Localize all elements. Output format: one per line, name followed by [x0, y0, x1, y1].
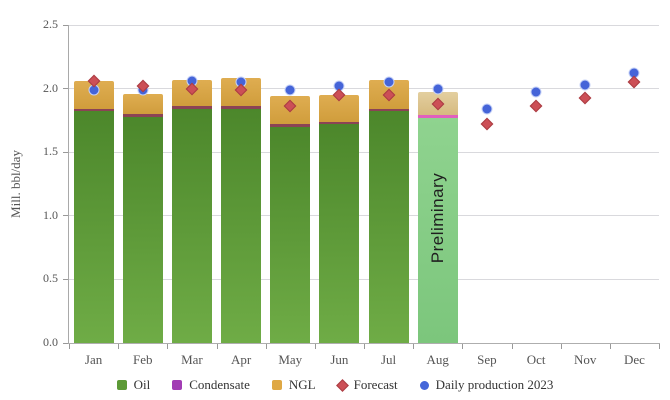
x-axis-tick	[216, 344, 218, 349]
bar-condensate-jan[interactable]	[73, 108, 114, 112]
y-axis-tick	[63, 215, 69, 217]
x-axis-tick-label: May	[278, 352, 303, 367]
x-axis-tick	[609, 344, 611, 349]
y-axis-tick	[63, 151, 69, 153]
bar-condensate-feb[interactable]	[122, 114, 163, 117]
gridline	[69, 215, 659, 217]
marker-daily-production-oct[interactable]	[530, 86, 542, 98]
preliminary-label: Preliminary	[427, 172, 447, 263]
x-axis-tick-label: Dec	[623, 352, 645, 367]
x-axis-tick	[118, 344, 120, 349]
marker-forecast-sep[interactable]	[480, 117, 494, 131]
x-axis-tick-label: Oct	[526, 352, 546, 367]
y-axis-line	[68, 25, 69, 344]
x-axis-tick	[69, 344, 70, 349]
marker-forecast-dec[interactable]	[628, 75, 641, 89]
legend-item-daily-production-2023[interactable]: Daily production 2023	[419, 377, 554, 393]
gridline	[69, 278, 659, 280]
bar-oil-jan[interactable]	[73, 111, 114, 343]
legend: Oil Condensate NGL Forecast Daily production…	[0, 377, 670, 393]
y-axis-tick	[63, 88, 69, 90]
y-axis-tick-label: 1.0	[43, 207, 58, 222]
gridline	[69, 151, 659, 153]
x-axis-tick-label: Nov	[574, 352, 597, 367]
x-axis-tick-label: Jul	[380, 352, 397, 367]
bar-condensate-aug[interactable]	[417, 115, 458, 118]
x-axis-tick	[511, 344, 513, 349]
x-axis-tick-label: Jun	[330, 352, 349, 367]
x-axis-tick	[560, 344, 562, 349]
x-axis-tick-label: Apr	[230, 352, 252, 367]
legend-label: Daily production 2023	[435, 377, 554, 392]
bar-oil-feb[interactable]	[122, 116, 163, 343]
legend-item-condensate[interactable]: Condensate	[172, 377, 250, 393]
bar-condensate-may[interactable]	[270, 124, 311, 127]
legend-item-oil[interactable]: Oil	[116, 377, 151, 393]
y-axis-tick-label: 2.5	[43, 17, 58, 31]
bar-condensate-jun[interactable]	[319, 121, 360, 125]
marker-daily-production-sep[interactable]	[481, 103, 493, 115]
x-axis-tick-label: Feb	[132, 352, 153, 367]
legend-label: Condensate	[189, 377, 250, 392]
bar-oil-apr[interactable]	[221, 108, 262, 343]
marker-daily-production-jul[interactable]	[383, 76, 395, 88]
x-axis-tick	[265, 344, 267, 349]
square-swatch-icon	[116, 380, 127, 390]
y-axis-tick-label: 0.0	[43, 335, 58, 349]
x-axis-tick	[659, 344, 660, 349]
bar-oil-may[interactable]	[270, 126, 311, 343]
y-axis-tick	[63, 278, 69, 280]
legend-label: NGL	[288, 377, 316, 392]
bar-condensate-apr[interactable]	[221, 106, 262, 109]
bar-oil-aug[interactable]	[417, 117, 458, 343]
diamond-swatch-icon	[335, 378, 349, 392]
bar-oil-mar[interactable]	[171, 108, 212, 343]
circle-swatch-icon	[419, 380, 429, 390]
bar-condensate-mar[interactable]	[171, 106, 212, 109]
marker-forecast-oct[interactable]	[529, 100, 543, 113]
y-axis-tick-label: 2.0	[43, 80, 58, 95]
legend-item-forecast[interactable]: Forecast	[335, 377, 398, 393]
x-axis-tick	[314, 344, 316, 349]
x-axis-tick-label: Aug	[426, 352, 449, 367]
marker-daily-production-aug[interactable]	[432, 83, 444, 95]
x-axis-tick-label: Mar	[181, 352, 203, 367]
legend-label: Oil	[133, 377, 151, 392]
x-axis-tick	[364, 344, 365, 349]
y-axis-tick-label: 1.5	[43, 144, 58, 159]
y-axis-tick-label: 0.5	[43, 271, 58, 286]
x-axis-line	[69, 343, 660, 344]
x-axis-tick	[167, 344, 169, 349]
x-axis-tick-label: Sep	[477, 352, 497, 367]
gridline	[69, 88, 659, 90]
bar-oil-jul[interactable]	[368, 111, 409, 343]
square-swatch-icon	[172, 380, 183, 390]
x-axis-tick-label: Jan	[84, 352, 103, 367]
bar-ngl-feb[interactable]	[122, 93, 163, 115]
bar-oil-jun[interactable]	[319, 124, 360, 343]
legend-item-ngl[interactable]: NGL	[271, 377, 316, 393]
marker-daily-production-nov[interactable]	[579, 79, 591, 91]
legend-label: Forecast	[353, 377, 398, 392]
marker-daily-production-may[interactable]	[284, 84, 296, 96]
x-axis-tick	[462, 344, 464, 349]
y-axis-tick	[63, 24, 69, 26]
x-axis-tick	[413, 344, 415, 349]
bar-condensate-jul[interactable]	[368, 108, 409, 112]
y-axis-tick	[63, 342, 69, 344]
square-swatch-icon	[271, 380, 282, 390]
marker-forecast-nov[interactable]	[578, 91, 592, 104]
gridline	[69, 24, 659, 26]
